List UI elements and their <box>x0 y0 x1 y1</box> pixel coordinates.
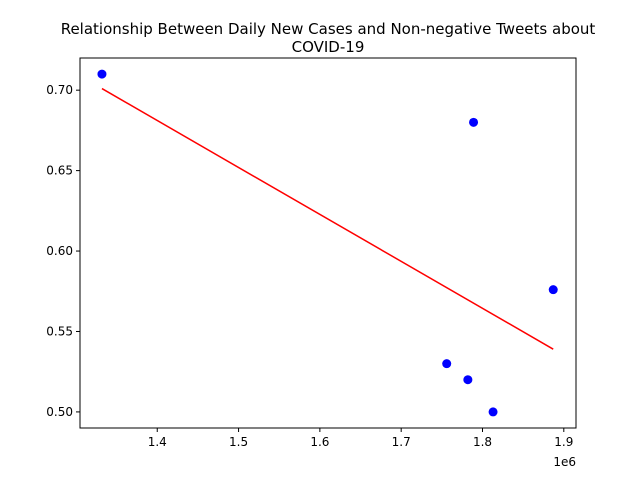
y-tick-label: 0.55 <box>46 324 73 338</box>
y-tick-label: 0.65 <box>46 164 73 178</box>
scatter-point <box>442 359 452 369</box>
scatter-point <box>469 117 479 127</box>
scatter-point <box>548 285 558 295</box>
y-axis-ticks: 0.50 0.55 0.60 0.65 0.70 <box>46 83 80 419</box>
x-tick-label: 1.9 <box>554 435 573 449</box>
x-tick-label: 1.7 <box>392 435 411 449</box>
chart-title: Relationship Between Daily New Cases and… <box>61 20 596 56</box>
trend-line <box>101 87 554 350</box>
x-tick-label: 1.8 <box>473 435 492 449</box>
x-tick-label: 1.5 <box>229 435 248 449</box>
y-tick-label: 0.70 <box>46 83 73 97</box>
plot-layer <box>97 69 558 417</box>
x-tick-label: 1.6 <box>310 435 329 449</box>
x-axis-ticks: 1.4 1.5 1.6 1.7 1.8 1.9 <box>148 428 573 449</box>
axes-frame <box>79 57 577 429</box>
x-tick-label: 1.4 <box>148 435 167 449</box>
x-axis-offset-label: 1e6 <box>553 455 576 469</box>
chart-title-line-2: COVID-19 <box>292 38 365 56</box>
y-tick-label: 0.60 <box>46 244 73 258</box>
scatter-point <box>97 69 107 79</box>
scatter-point <box>488 407 498 417</box>
chart-title-line-1: Relationship Between Daily New Cases and… <box>61 20 596 38</box>
y-tick-label: 0.50 <box>46 405 73 419</box>
scatter-point <box>463 375 473 385</box>
